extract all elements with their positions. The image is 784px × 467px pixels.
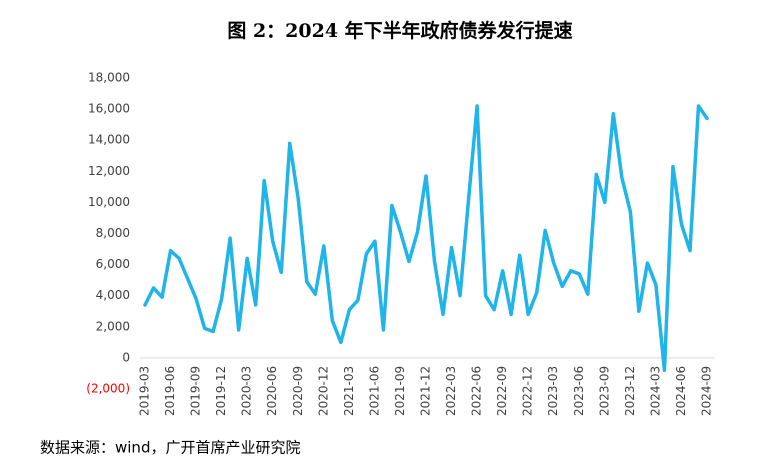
x-tick-label: 2020-12 (316, 366, 330, 416)
data-line (143, 104, 709, 373)
x-tick-label: 2021-03 (342, 366, 356, 416)
y-tick-label: 18,000 (88, 71, 130, 85)
y-tick-label: 16,000 (88, 102, 130, 116)
x-tick-label: 2021-09 (393, 366, 407, 416)
x-tick-label: 2023-12 (623, 366, 637, 416)
x-tick-label: 2021-12 (419, 366, 433, 416)
y-tick-label: 4,000 (96, 288, 130, 302)
x-tick-label: 2021-06 (367, 366, 381, 416)
x-tick-label: 2022-06 (470, 366, 484, 416)
x-tick-label: 2022-03 (444, 366, 458, 416)
x-tick-label: 2019-06 (163, 366, 177, 416)
x-tick-label: 2022-09 (495, 366, 509, 416)
x-tick-label: 2020-09 (291, 366, 305, 416)
y-tick-label: (2,000) (86, 382, 130, 396)
x-tick-label: 2019-12 (214, 366, 228, 416)
chart-title: 图 2：2024 年下半年政府债券发行提速 (227, 19, 572, 42)
x-tick-label: 2024-03 (648, 366, 662, 416)
x-tick-label: 2023-09 (597, 366, 611, 416)
x-tick-label: 2019-09 (189, 366, 203, 416)
x-tick-label: 2022-12 (521, 366, 535, 416)
x-tick-label: 2024-09 (700, 366, 714, 416)
y-tick-label: 8,000 (96, 226, 130, 240)
x-tick-label: 2024-06 (674, 366, 688, 416)
x-tick-label: 2023-06 (572, 366, 586, 416)
x-tick-label: 2023-03 (546, 366, 560, 416)
y-tick-label: 14,000 (88, 133, 130, 147)
source: 数据来源：wind，广开首席产业研究院 (40, 439, 300, 457)
x-tick-label: 2019-03 (138, 366, 152, 416)
y-tick-label: 6,000 (96, 257, 130, 271)
x-tick-label: 2020-03 (240, 366, 254, 416)
y-tick-label: 2,000 (96, 319, 130, 333)
y-tick-label: 0 (122, 350, 130, 364)
y-tick-label: 10,000 (88, 195, 130, 209)
y-tick-label: 12,000 (88, 164, 130, 178)
x-tick-label: 2020-06 (265, 366, 279, 416)
